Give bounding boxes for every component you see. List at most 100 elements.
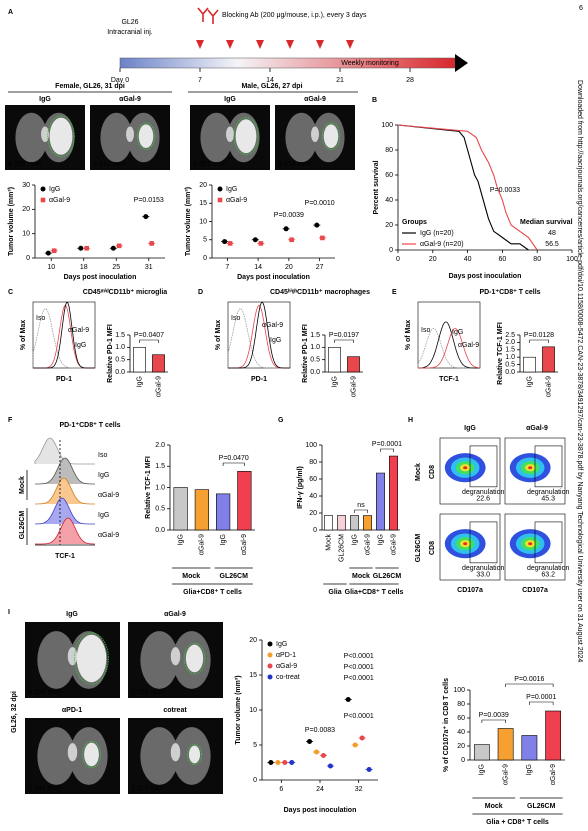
dose-marker <box>316 40 324 49</box>
x-tick-label: 40 <box>464 256 472 263</box>
x-tick-label: 32 <box>355 786 363 793</box>
survival-line <box>397 124 538 251</box>
annotation: P=0.0001 <box>526 694 556 701</box>
bar <box>173 487 188 531</box>
panel-label: D <box>198 289 203 296</box>
legend-label: αGal-9 (n=20) <box>420 241 464 248</box>
data-point <box>352 742 358 748</box>
histogram-curve <box>417 328 480 369</box>
legend-label: αPD-1 <box>276 652 296 659</box>
legend-label: IgG <box>226 186 237 193</box>
gate-value: 45.3 <box>541 496 555 503</box>
x-axis-label: Days post inoculation <box>449 273 522 280</box>
median-value: 56.5 <box>545 241 559 248</box>
histogram-label: αGal-9 <box>262 322 283 329</box>
x-tick-label: 60 <box>499 256 507 263</box>
axis-label: PD-1 <box>251 376 267 383</box>
group-label: Mock <box>352 573 370 580</box>
y-tick-label: 20 <box>199 182 207 189</box>
data-point <box>268 760 274 765</box>
histogram-curve <box>33 302 95 369</box>
y-tick-label: 0.5 <box>505 361 515 368</box>
legend-marker <box>217 197 223 203</box>
image-label: cotreat <box>163 707 187 714</box>
gate <box>469 445 498 488</box>
x-tick-label: αGal-9 <box>364 534 371 555</box>
x-tick-label: IgG <box>220 534 227 545</box>
tumor <box>49 117 73 155</box>
histogram-frame <box>227 301 291 369</box>
x-axis-label: Days post inoculation <box>284 807 357 814</box>
survival-line <box>397 124 529 251</box>
y-tick-label: 1.0 <box>115 344 125 351</box>
histogram-frame <box>32 301 96 369</box>
y-tick-label: 10 <box>249 707 257 714</box>
axis-label: % of Max <box>405 320 412 350</box>
y-axis-label: IFN-γ (pg/ml) <box>297 466 304 509</box>
panel-label: E <box>392 289 397 296</box>
gate-label: degranulation <box>527 489 570 496</box>
y-tick-label: 0.5 <box>115 357 125 364</box>
histogram-label: IgG <box>452 329 463 336</box>
footer-label: Glia + CD8⁺ T cells <box>486 819 549 826</box>
legend-label: αGal-9 <box>276 663 297 670</box>
y-tick-label: 60 <box>309 476 317 483</box>
tumor-outline <box>187 743 202 766</box>
panel-title: Female, GL26, 31 dpi <box>55 83 125 90</box>
data-point <box>252 237 258 243</box>
x-tick-label: αGal-9 <box>502 764 509 785</box>
legend-label: IgG <box>49 186 60 193</box>
legend-label: co-treat <box>276 674 300 681</box>
data-point <box>84 245 89 251</box>
annotation: ns <box>357 502 365 509</box>
axis-label: % of Max <box>20 320 27 350</box>
flow-density <box>528 542 533 546</box>
y-axis-label: Relative PD-1 MFI <box>107 324 114 383</box>
brain <box>15 112 48 163</box>
group-label: GL26CM <box>527 803 556 810</box>
histogram-label: αGal-9 <box>98 492 119 499</box>
image-label: IgG <box>39 96 51 103</box>
brain <box>37 631 76 689</box>
y-tick-label: 100 <box>305 442 317 449</box>
legend-marker <box>267 674 273 680</box>
data-point <box>227 241 233 246</box>
bar <box>389 455 398 531</box>
panel-label: C <box>8 289 13 296</box>
y-tick-label: 0.5 <box>310 357 320 364</box>
y-tick-label: 5 <box>203 237 207 244</box>
histogram-label: IgG <box>270 337 281 344</box>
legend-marker <box>40 197 46 203</box>
x-tick-label: 14 <box>254 264 262 271</box>
histogram-frame <box>417 301 481 369</box>
bar <box>133 347 146 373</box>
gate-value: 22.6 <box>476 496 490 503</box>
y-tick-label: 0.0 <box>115 369 125 376</box>
tumor <box>235 119 257 154</box>
image-label: αPD-1 <box>62 707 82 714</box>
y-tick-label: 15 <box>249 672 257 679</box>
significance-bracket <box>505 683 554 687</box>
timeline-text: Intracranial inj. <box>107 29 153 36</box>
bar <box>363 515 372 531</box>
y-tick-label: 2.5 <box>505 332 515 339</box>
tumor <box>76 634 107 683</box>
legend-title: Median survival <box>520 219 573 226</box>
annotation: P=0.0016 <box>514 676 544 683</box>
page-number: 6 <box>579 5 583 12</box>
brain <box>140 727 179 785</box>
data-point <box>116 243 122 249</box>
tumor-outline <box>136 122 156 150</box>
panel-title: Male, GL26, 27 dpi <box>241 83 302 90</box>
x-tick-label: αGal-9 <box>241 534 248 555</box>
footer-label: Glia+CD8⁺ T cells <box>345 589 404 596</box>
column-label: αGal-9 <box>526 425 548 432</box>
y-axis-label: Relative TCF-1 MFI <box>497 322 504 385</box>
histogram-curve <box>35 477 95 505</box>
ventricle <box>67 647 78 666</box>
x-tick-label: 27 <box>316 264 324 271</box>
annotation: P<0.0001 <box>344 675 374 682</box>
tumor <box>138 124 154 149</box>
data-point <box>314 749 320 755</box>
bar <box>523 356 536 373</box>
